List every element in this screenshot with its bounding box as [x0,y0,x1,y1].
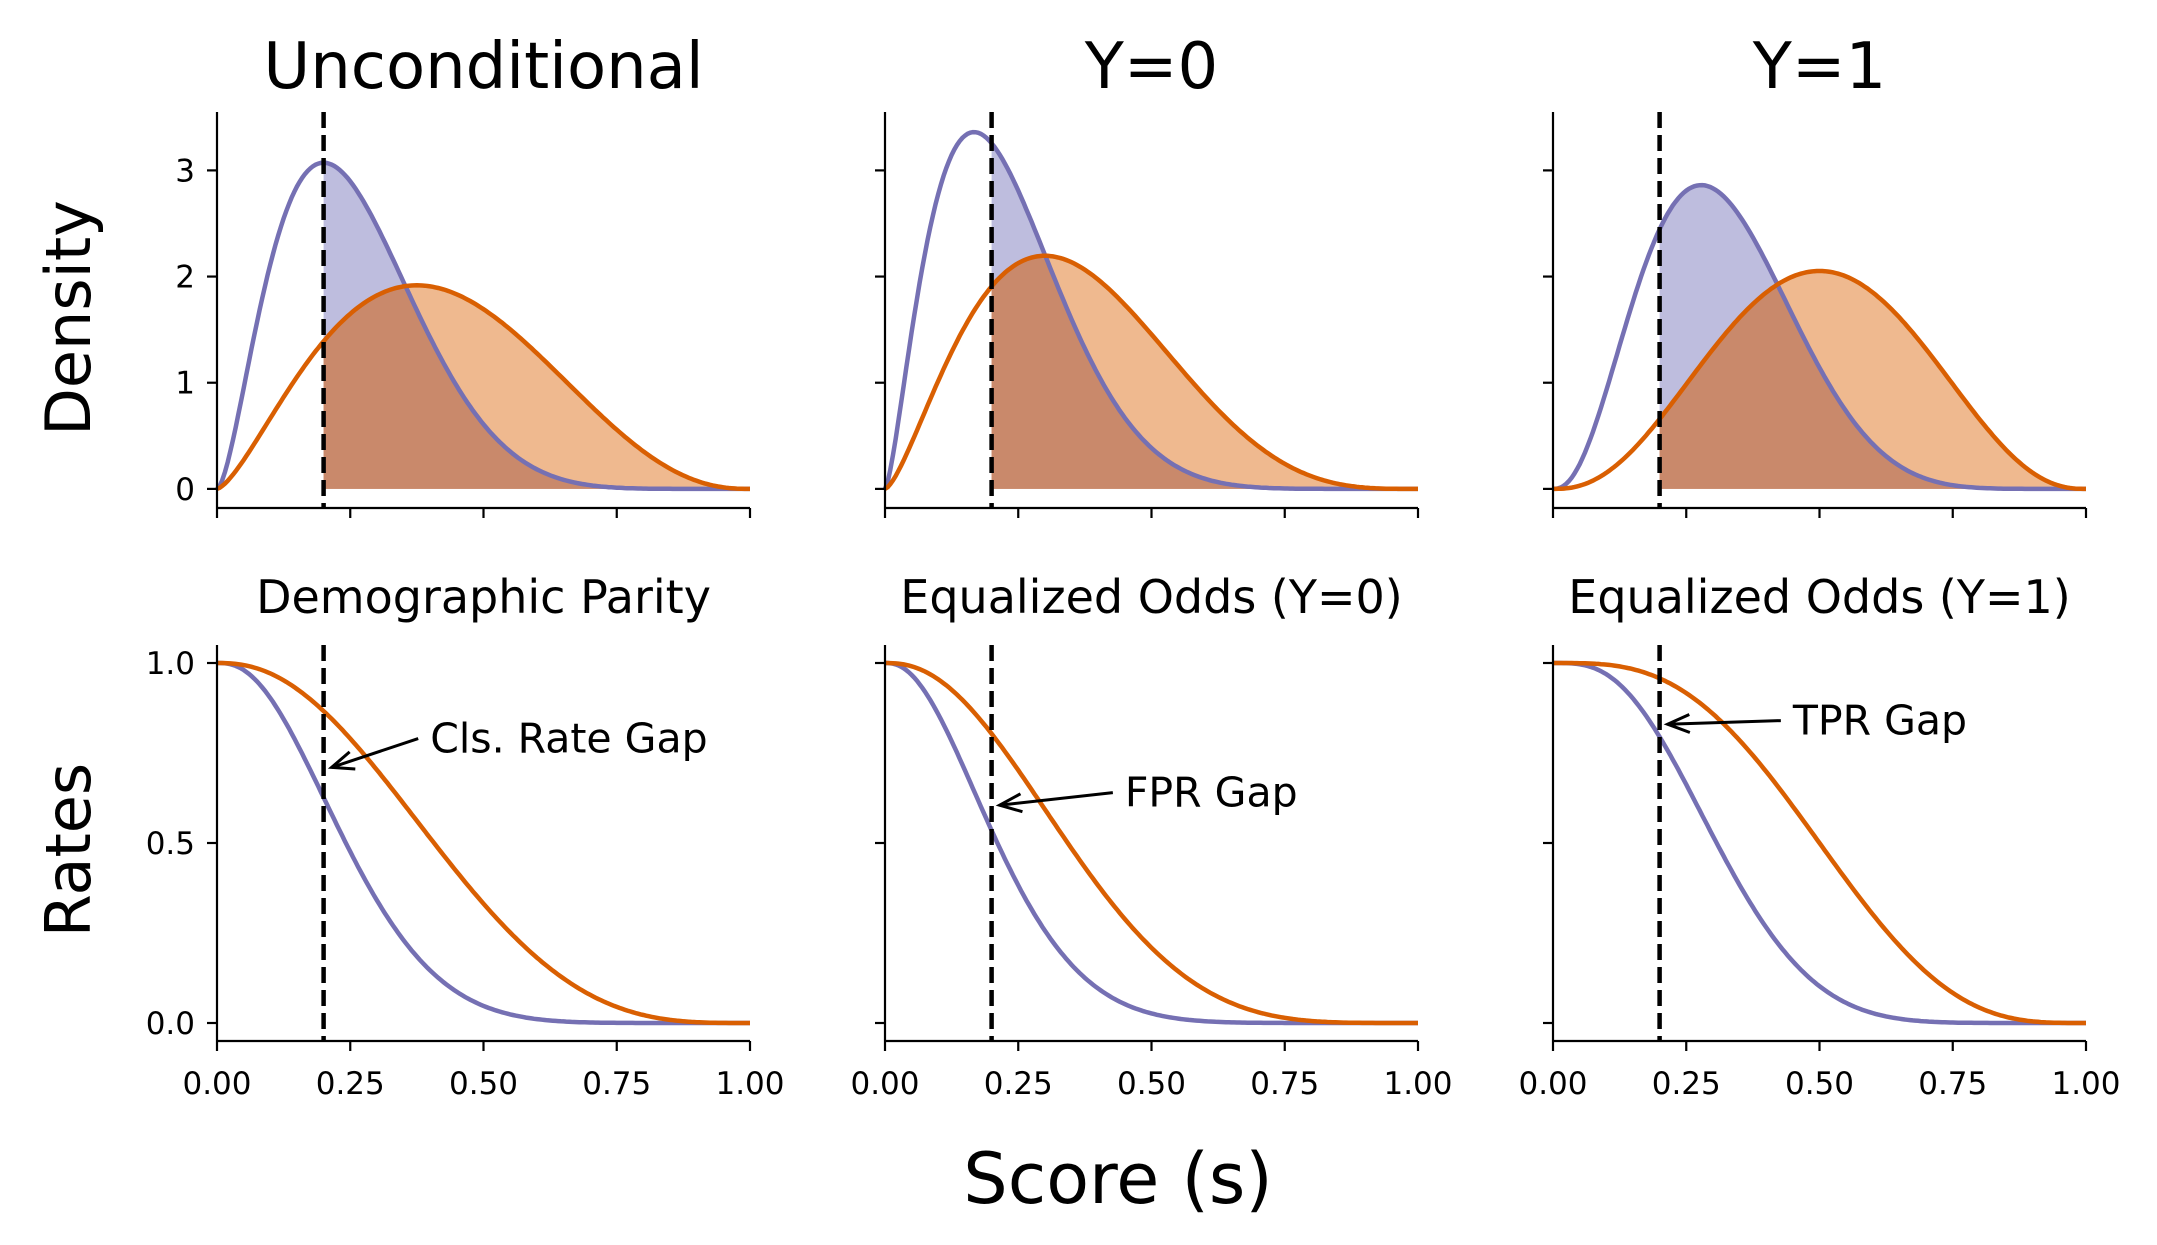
annotation-arrowhead [327,750,356,771]
series-line-0 [217,660,750,1026]
y-tick-label: 0 [175,472,195,508]
series-line-1 [216,283,750,492]
annotation-arrow [1667,719,1781,726]
x-tick-label: 0.00 [850,1066,919,1102]
x-tick-label: 1.00 [715,1066,784,1102]
series-line-0 [882,129,1418,492]
annotation-arrow [999,791,1114,807]
panel-1: Y=0 [875,30,1420,518]
x-tick-label: 0.50 [1785,1066,1854,1102]
y-tick-label: 0.5 [146,826,195,862]
x-tick-label: 0.75 [1918,1066,1987,1102]
series-line-0 [215,160,750,492]
panel-2: Y=1 [1543,30,2088,518]
panel-title: Demographic Parity [256,570,711,624]
x-tick-label: 0.50 [1117,1066,1186,1102]
x-tick-label: 0.00 [1518,1066,1587,1102]
series-line-1 [885,660,1418,1026]
x-tick-label: 1.00 [1383,1066,1452,1102]
x-tick-label: 0.25 [1652,1066,1721,1102]
series-line-0 [885,660,1418,1026]
y-tick-label: 1.0 [146,646,195,682]
panel-title: Y=0 [1084,30,1218,104]
annotation-text: TPR Gap [1792,697,1967,745]
x-tick-label: 0.25 [316,1066,385,1102]
x-tick-label: 0.50 [449,1066,518,1102]
annotation-text: Cls. Rate Gap [430,715,707,763]
annotation-arrowhead [995,792,1023,814]
series-line-1 [1553,660,2086,1026]
y-tick-label: 3 [175,153,195,189]
panel-0: Unconditional 0 1 2 3 [175,30,752,518]
series-line-0 [1553,660,2086,1026]
row1-ylabel: Rates [32,763,105,937]
x-tick-label: 0.75 [582,1066,651,1102]
x-axis-label: Score (s) [963,1138,1272,1220]
overlap-fill [1659,284,2086,489]
x-tick-label: 1.00 [2051,1066,2120,1102]
annotation-text: FPR Gap [1125,769,1298,817]
annotation-arrow [331,737,419,769]
y-tick-label: 2 [175,260,195,296]
overlap-fill [323,286,750,489]
y-tick-label: 0.0 [146,1006,195,1042]
series-line-1 [217,660,750,1026]
series-line-1 [1553,268,2086,492]
series-line-1 [883,253,1418,492]
panel-title: Equalized Odds (Y=1) [1568,570,2070,624]
panel-3: Demographic Parity 0.0 0.5 1.0 0.00 0.25 0.50 0… [146,570,785,1102]
panel-4: Equalized Odds (Y=0) 0.00 0.25 0.50 0.75 1.00… [850,570,1452,1102]
x-tick-label: 0.75 [1250,1066,1319,1102]
panel-title: Unconditional [263,30,703,104]
x-tick-label: 0.00 [182,1066,251,1102]
panel-title: Y=1 [1752,30,1886,104]
x-tick-label: 0.25 [984,1066,1053,1102]
panel-title: Equalized Odds (Y=0) [900,570,1402,624]
panel-5: Equalized Odds (Y=1) 0.00 0.25 0.50 0.75 1.00… [1518,570,2120,1102]
row0-ylabel: Density [32,200,105,436]
series-line-0 [1552,182,2086,492]
y-tick-label: 1 [175,366,195,402]
annotation-arrowhead [1663,713,1691,734]
overlap-fill [991,255,1418,489]
